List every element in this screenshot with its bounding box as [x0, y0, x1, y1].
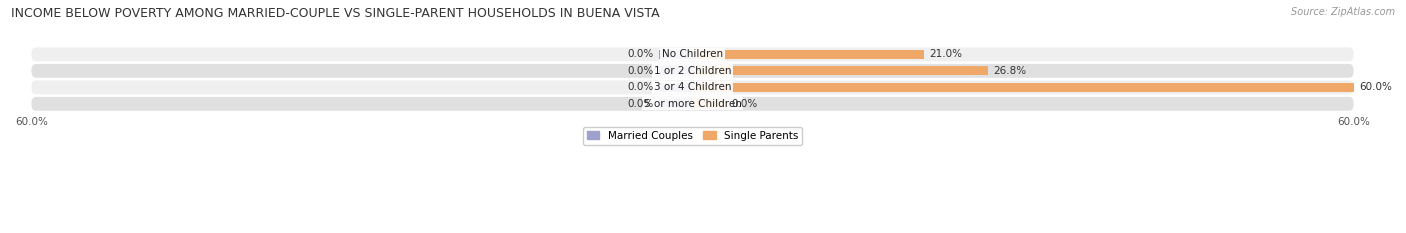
Text: 5 or more Children: 5 or more Children	[644, 99, 741, 109]
FancyBboxPatch shape	[31, 48, 1354, 61]
Text: 60.0%: 60.0%	[1360, 82, 1392, 92]
Bar	[693, 83, 1354, 92]
Text: 0.0%: 0.0%	[627, 82, 654, 92]
Text: 0.0%: 0.0%	[627, 99, 654, 109]
Bar	[693, 99, 725, 108]
Bar	[659, 83, 693, 92]
FancyBboxPatch shape	[31, 64, 1354, 78]
Bar	[659, 99, 693, 108]
Text: 3 or 4 Children: 3 or 4 Children	[654, 82, 731, 92]
Text: No Children: No Children	[662, 49, 723, 59]
Bar	[693, 50, 924, 59]
Text: 21.0%: 21.0%	[929, 49, 962, 59]
Legend: Married Couples, Single Parents: Married Couples, Single Parents	[582, 127, 803, 145]
Text: 26.8%: 26.8%	[993, 66, 1026, 76]
Bar	[659, 50, 693, 59]
FancyBboxPatch shape	[31, 97, 1354, 111]
Text: 0.0%: 0.0%	[731, 99, 758, 109]
Text: INCOME BELOW POVERTY AMONG MARRIED-COUPLE VS SINGLE-PARENT HOUSEHOLDS IN BUENA V: INCOME BELOW POVERTY AMONG MARRIED-COUPL…	[11, 7, 659, 20]
FancyBboxPatch shape	[31, 80, 1354, 94]
Bar	[693, 66, 988, 75]
Text: 1 or 2 Children: 1 or 2 Children	[654, 66, 731, 76]
Text: 0.0%: 0.0%	[627, 66, 654, 76]
Text: Source: ZipAtlas.com: Source: ZipAtlas.com	[1291, 7, 1395, 17]
Text: 0.0%: 0.0%	[627, 49, 654, 59]
Bar	[659, 66, 693, 75]
